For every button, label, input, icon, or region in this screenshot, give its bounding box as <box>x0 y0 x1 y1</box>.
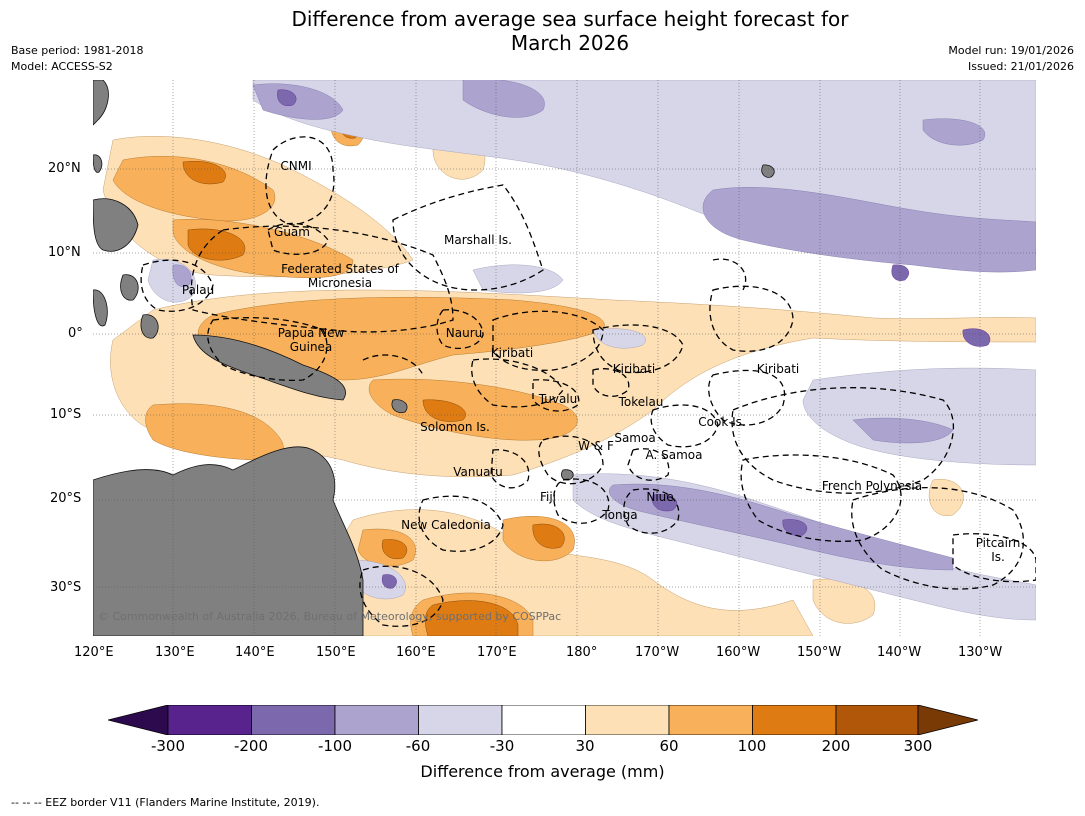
place-new-caledonia: New Caledonia <box>401 518 491 532</box>
place-kiribati-east: Kiribati <box>756 362 800 376</box>
issued-date: Issued: 21/01/2026 <box>967 60 1074 73</box>
place-tuvalu: Tuvalu <box>538 392 578 406</box>
place-vanuatu: Vanuatu <box>453 465 503 479</box>
place-fiji: Fiji <box>539 490 557 504</box>
colorbar-bin-3 <box>334 705 419 735</box>
colorbar-tick: -300 <box>150 737 186 755</box>
place-samoa: Samoa <box>614 431 656 445</box>
lat-label-10n: 10°N <box>48 245 81 260</box>
place-wallis-futuna: W & F <box>578 439 614 453</box>
place-pitcairn-is: Pitcairn Is. <box>975 536 1021 564</box>
colorbar-bin-7 <box>668 705 753 735</box>
meta-left: Base period: 1981-2018 Model: ACCESS-S2 <box>11 43 143 75</box>
lon-label-160w: 160°W <box>716 645 761 660</box>
chart-title: Difference from average sea surface heig… <box>0 7 1085 55</box>
place-tokelau: Tokelau <box>618 395 664 409</box>
model-name: Model: ACCESS-S2 <box>11 60 113 73</box>
place-cnmi: CNMI <box>280 159 312 173</box>
lon-label-150e: 150°E <box>316 645 356 660</box>
place-micronesia: Federated States of Micronesia <box>281 262 399 290</box>
land <box>93 80 775 636</box>
lat-label-20n: 20°N <box>48 161 81 176</box>
map-panel: CNMI Guam Marshall Is. Federated States … <box>93 80 1036 636</box>
place-niue: Niue <box>646 490 674 504</box>
copyright-notice: © Commonwealth of Australia 2026, Bureau… <box>98 610 562 623</box>
place-guam: Guam <box>274 225 310 239</box>
anomaly-medium-purple <box>172 80 1036 571</box>
colorbar-bin-5 <box>501 705 586 735</box>
lon-label-130w: 130°W <box>958 645 1003 660</box>
lat-label-0: 0° <box>68 326 83 341</box>
lon-label-170e: 170°E <box>477 645 517 660</box>
eez-borders <box>140 136 1036 627</box>
place-american-samoa: A. Samoa <box>645 448 703 462</box>
place-french-polynesia: French Polynesia <box>821 479 923 493</box>
lat-label-20s: 20°S <box>50 491 82 506</box>
colorbar-bin-1 <box>167 705 252 735</box>
colorbar-extend-low <box>108 705 169 735</box>
title-line-2: March 2026 <box>510 31 630 55</box>
place-png: Papua New Guinea <box>277 326 345 354</box>
graticule <box>93 80 1036 636</box>
lon-label-180: 180° <box>566 645 598 660</box>
colorbar-bin-6 <box>585 705 670 735</box>
place-kiribati-west: Kiribati <box>490 346 534 360</box>
colorbar-extend-high <box>917 705 978 735</box>
lon-label-140e: 140°E <box>235 645 275 660</box>
place-palau: Palau <box>181 283 215 297</box>
base-period: Base period: 1981-2018 <box>11 44 144 57</box>
lon-label-130e: 130°E <box>155 645 195 660</box>
place-solomon-is: Solomon Is. <box>420 420 490 434</box>
colorbar-tick: -100 <box>317 737 353 755</box>
colorbar-title: Difference from average (mm) <box>420 762 665 781</box>
colorbar-bin-2 <box>251 705 336 735</box>
colorbar-tick: -200 <box>233 737 269 755</box>
colorbar-tick: 30 <box>575 737 595 755</box>
place-nauru: Nauru <box>445 326 483 340</box>
colorbar-tick: -60 <box>405 737 431 755</box>
lon-label-120e: 120°E <box>74 645 114 660</box>
colorbar-tick: 60 <box>659 737 679 755</box>
eez-footnote: -- -- -- EEZ border V11 (Flanders Marine… <box>11 796 320 809</box>
anomaly-dark-purple <box>277 89 991 589</box>
anomaly-dark-orange <box>182 119 637 636</box>
lon-label-170w: 170°W <box>635 645 680 660</box>
place-kiribati-central: Kiribati <box>612 362 656 376</box>
place-tonga: Tonga <box>602 508 638 522</box>
lat-label-30s: 30°S <box>50 580 82 595</box>
colorbar-tick: 300 <box>903 737 933 755</box>
map-canvas <box>93 80 1036 636</box>
model-run: Model run: 19/01/2026 <box>948 44 1074 57</box>
meta-right: Model run: 19/01/2026 Issued: 21/01/2026 <box>948 43 1074 75</box>
colorbar-tick: 200 <box>821 737 851 755</box>
lat-label-10s: 10°S <box>50 407 82 422</box>
colorbar-bin-8 <box>752 705 837 735</box>
lon-label-140w: 140°W <box>877 645 922 660</box>
colorbar-bin-4 <box>418 705 503 735</box>
colorbar-bin-9 <box>835 705 919 735</box>
place-cook-is: Cook Is. <box>698 415 746 429</box>
colorbar-tick: 100 <box>737 737 767 755</box>
place-marshall-is: Marshall Is. <box>444 233 512 247</box>
colorbar-tick: -30 <box>489 737 515 755</box>
lon-label-160e: 160°E <box>396 645 436 660</box>
colorbar <box>108 705 978 735</box>
title-line-1: Difference from average sea surface heig… <box>291 7 849 31</box>
lon-label-150w: 150°W <box>797 645 842 660</box>
